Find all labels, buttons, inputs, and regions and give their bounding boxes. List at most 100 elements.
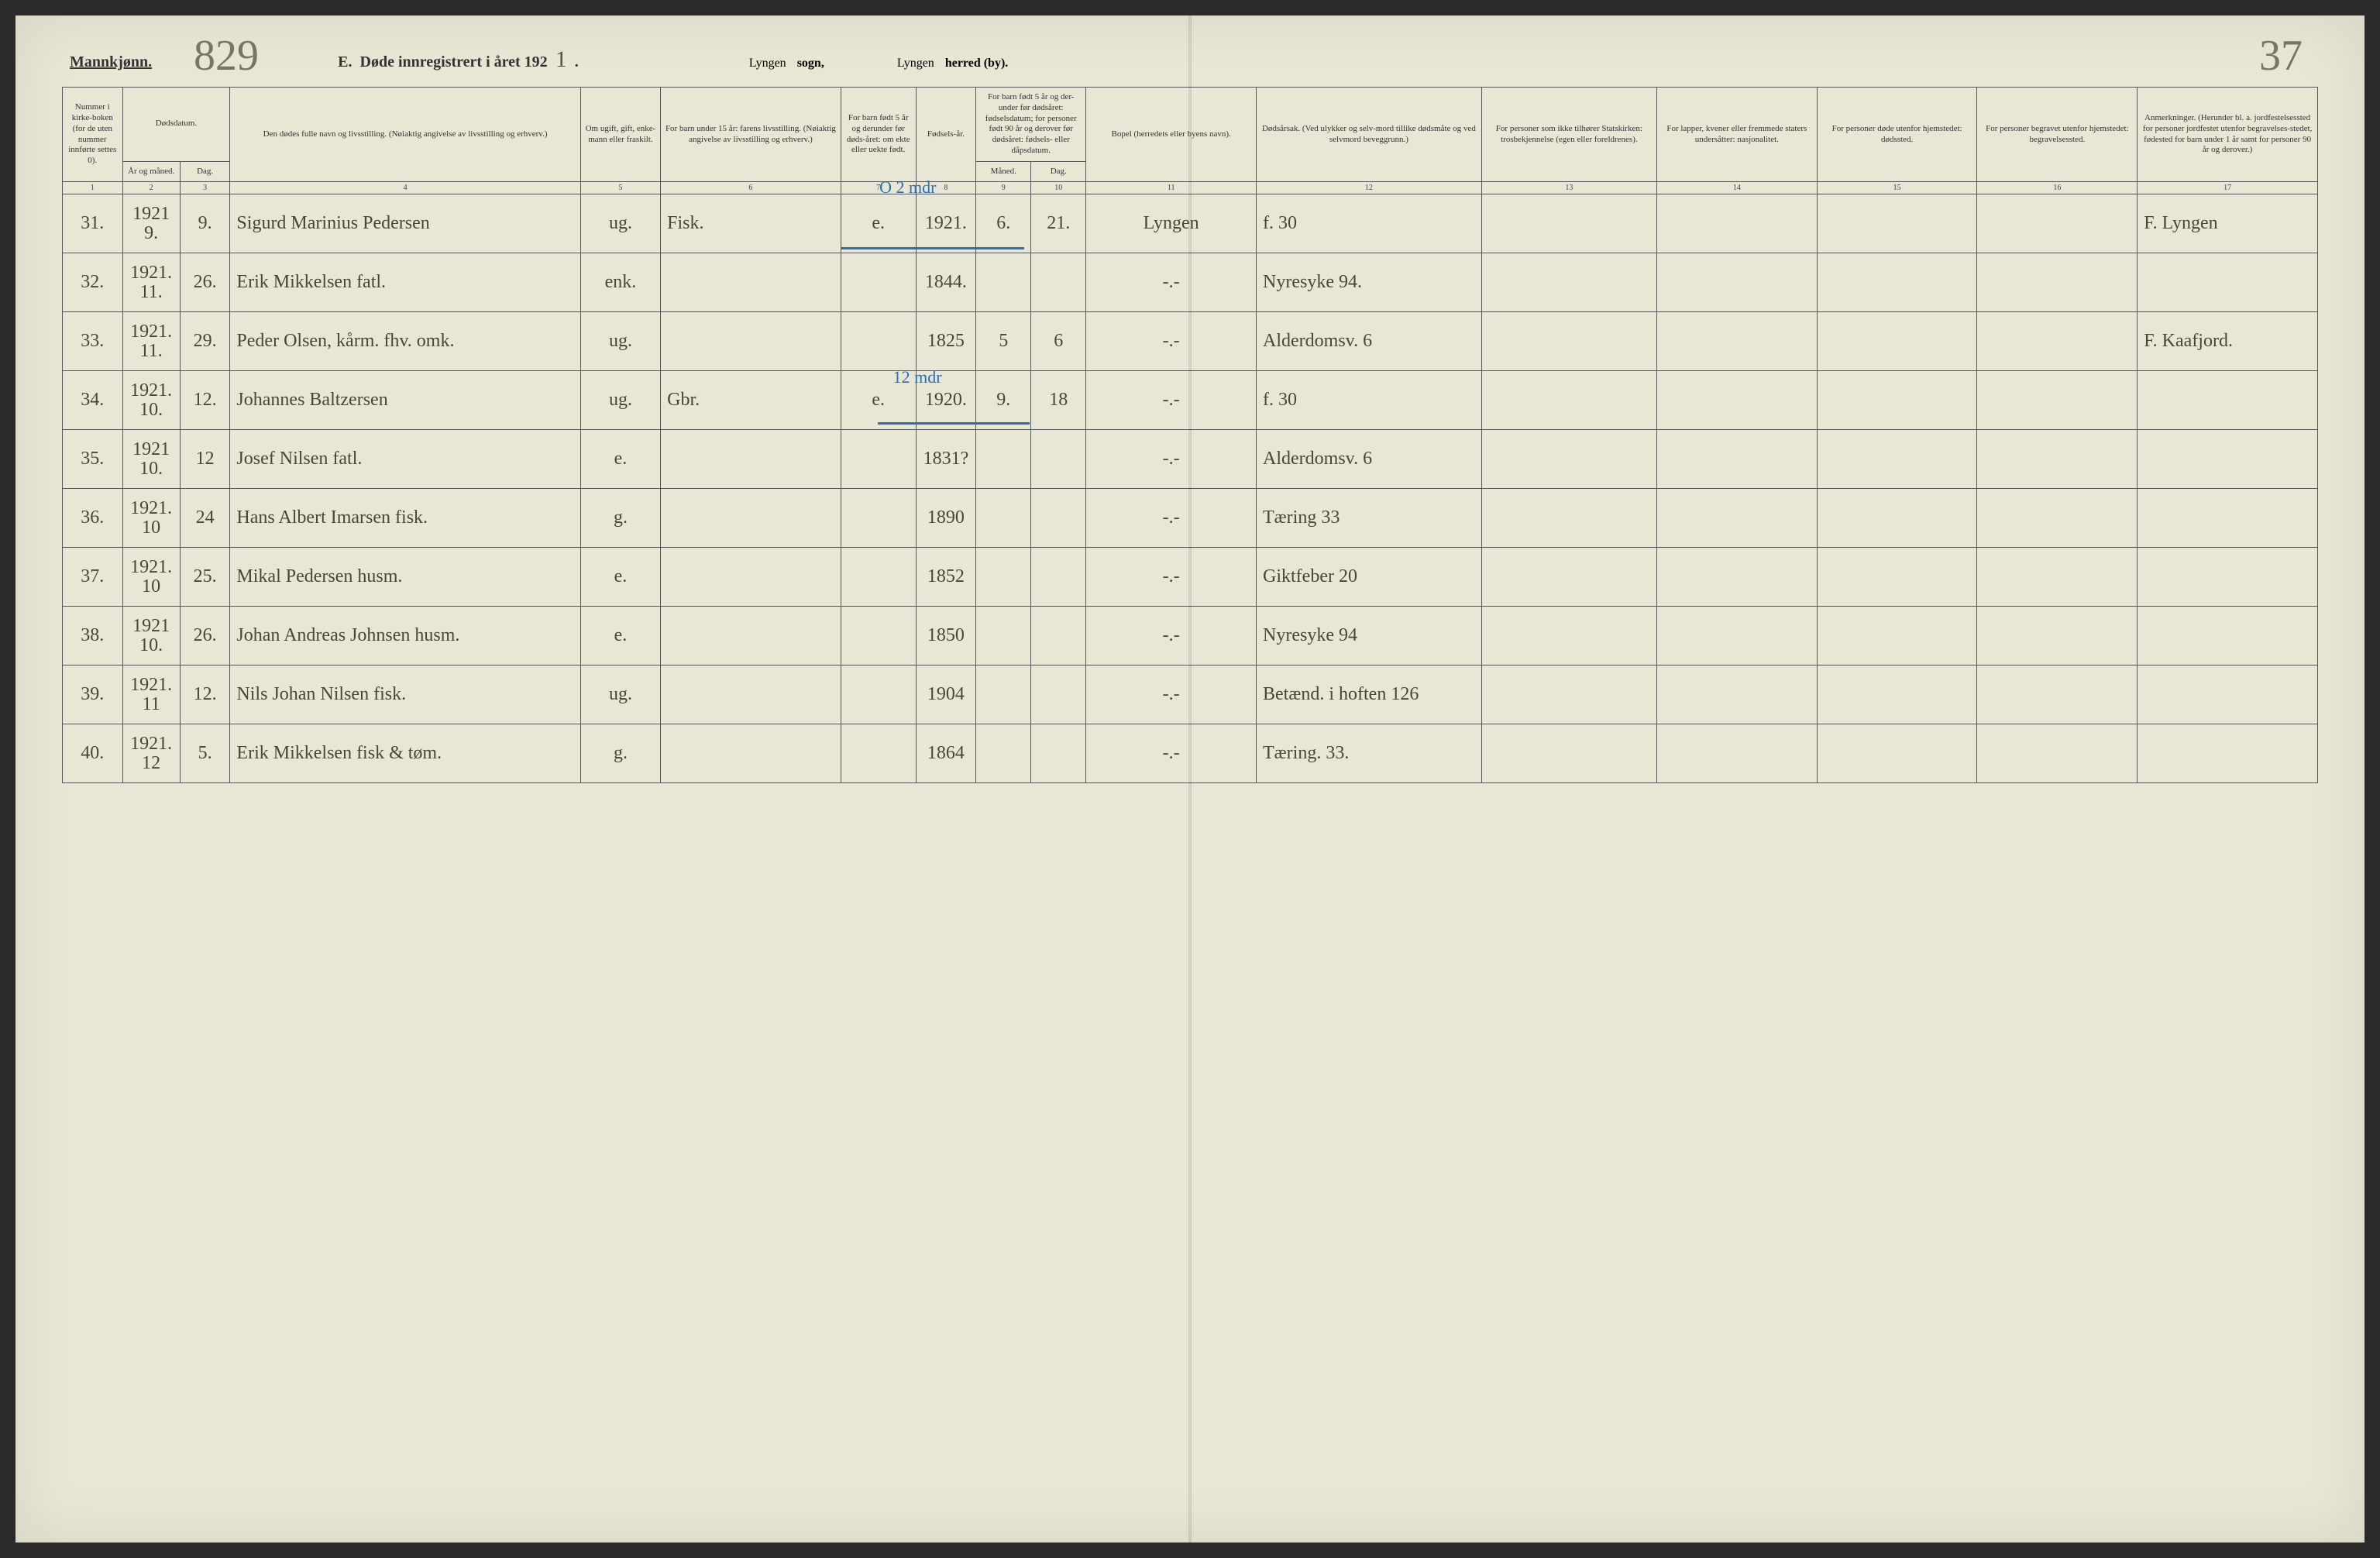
cell [661, 548, 841, 607]
cell [1977, 724, 2138, 783]
cell: -.- [1086, 724, 1257, 783]
cell [2138, 724, 2318, 783]
cell [1817, 607, 1977, 666]
cell [1817, 194, 1977, 253]
col-header-1: Nummer i kirke-boken (for de uten nummer… [63, 88, 123, 182]
cell [1481, 194, 1656, 253]
col-header-5: Om ugift, gift, enke-mann eller fraskilt… [580, 88, 660, 182]
cell: 39. [63, 666, 123, 724]
cell [841, 489, 916, 548]
cell [1481, 724, 1656, 783]
cell [976, 489, 1031, 548]
cell [841, 607, 916, 666]
cell: 38. [63, 607, 123, 666]
cell: Fisk. [661, 194, 841, 253]
herred-name-hw: Lyngen [897, 57, 934, 71]
cell: 1850 [916, 607, 976, 666]
cell: 1921. 11 [122, 666, 180, 724]
cell: 31. [63, 194, 123, 253]
cell: 1921. 11. [122, 253, 180, 312]
cell [976, 430, 1031, 489]
colnum: 9 [976, 182, 1031, 194]
cell [661, 430, 841, 489]
colnum: 14 [1656, 182, 1817, 194]
cell [2138, 371, 2318, 430]
cell: Alderdomsv. 6 [1257, 430, 1482, 489]
cell: -.- [1086, 607, 1257, 666]
cell: Betænd. i hoften 126 [1257, 666, 1482, 724]
cell [1031, 607, 1086, 666]
cell [1031, 724, 1086, 783]
cell: e. [580, 430, 660, 489]
col-header-2b: År og måned. [122, 161, 180, 182]
cell: g. [580, 489, 660, 548]
cell [1977, 430, 2138, 489]
col-header-17: Anmerkninger. (Herunder bl. a. jordfeste… [2138, 88, 2318, 182]
cell [1481, 666, 1656, 724]
cell: F. Kaafjord. [2138, 312, 2318, 371]
col-header-7: For barn født 5 år og derunder før døds-… [841, 88, 916, 182]
cell [1656, 548, 1817, 607]
cell [661, 253, 841, 312]
col-header-8: Fødsels-år. [916, 88, 976, 182]
col-header-11: Bopel (herredets eller byens navn). [1086, 88, 1257, 182]
cell [841, 430, 916, 489]
cell: Josef Nilsen fatl. [230, 430, 580, 489]
ledger-page: Mannkjønn. 829 E. Døde innregistrert i å… [15, 15, 2365, 1543]
cell [1481, 371, 1656, 430]
col-header-4: Den dødes fulle navn og livsstilling. (N… [230, 88, 580, 182]
cell [1656, 724, 1817, 783]
cell: e. [841, 194, 916, 253]
cell [841, 253, 916, 312]
cell: ug. [580, 312, 660, 371]
cell [2138, 548, 2318, 607]
cell [661, 724, 841, 783]
cell: 32. [63, 253, 123, 312]
cell: 5 [976, 312, 1031, 371]
page-number-hw: 37 [2259, 31, 2303, 81]
cell: -.- [1086, 253, 1257, 312]
colnum: 3 [180, 182, 230, 194]
cell [661, 607, 841, 666]
cell: Sigurd Marinius Pedersen [230, 194, 580, 253]
cell: 33. [63, 312, 123, 371]
cell: Hans Albert Imarsen fisk. [230, 489, 580, 548]
cell [1977, 666, 2138, 724]
cell: 24 [180, 489, 230, 548]
gender-label: Mannkjønn. [70, 53, 152, 71]
cell: 1921. 10. [122, 371, 180, 430]
blue-underline [841, 247, 1024, 249]
title-block: E. Døde innregistrert i året 192 1 . [338, 46, 579, 73]
cell: 1921. 10 [122, 548, 180, 607]
colnum: 16 [1977, 182, 2138, 194]
col-header-6: For barn under 15 år: farens livsstillin… [661, 88, 841, 182]
cell: 9. [976, 371, 1031, 430]
col-header-2a: Dødsdatum. [122, 88, 230, 162]
col-header-3: Dag. [180, 161, 230, 182]
cell: Erik Mikkelsen fatl. [230, 253, 580, 312]
cell [1481, 312, 1656, 371]
cell: ug. [580, 371, 660, 430]
cell: Johannes Baltzersen [230, 371, 580, 430]
cell [1031, 548, 1086, 607]
colnum: 6 [661, 182, 841, 194]
cell: 1921. 12 [122, 724, 180, 783]
cell: Nyresyke 94. [1257, 253, 1482, 312]
cell: -.- [1086, 548, 1257, 607]
cell: -.- [1086, 430, 1257, 489]
cell: 6. [976, 194, 1031, 253]
col-header-10: Dag. [1031, 161, 1086, 182]
cell: -.- [1086, 371, 1257, 430]
col-header-13: For personer som ikke tilhører Statskirk… [1481, 88, 1656, 182]
cell: 25. [180, 548, 230, 607]
cell: 1890 [916, 489, 976, 548]
cell [1656, 607, 1817, 666]
cell: 12. [180, 666, 230, 724]
cell [1656, 666, 1817, 724]
colnum: 4 [230, 182, 580, 194]
blue-underline [878, 422, 1030, 425]
cell [1817, 312, 1977, 371]
colnum: 7 O 2 mdr [841, 182, 916, 194]
col-header-12: Dødsårsak. (Ved ulykker og selv-mord til… [1257, 88, 1482, 182]
cell [976, 253, 1031, 312]
